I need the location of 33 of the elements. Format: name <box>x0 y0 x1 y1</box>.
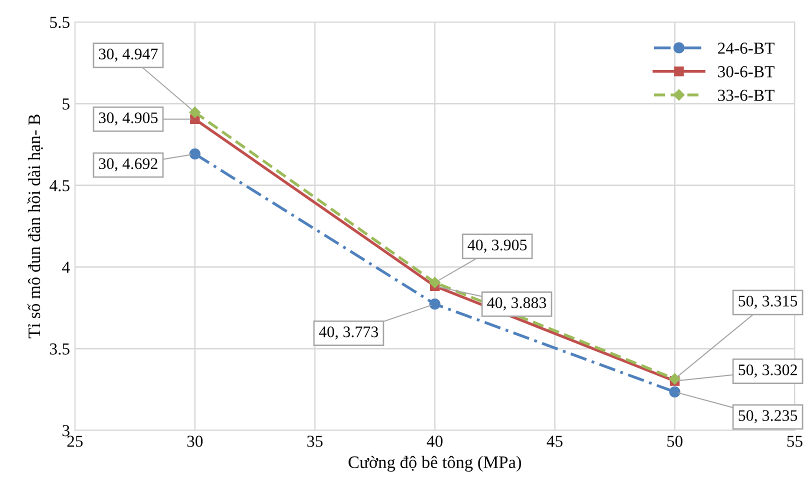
data-label: 30, 4.692 <box>99 158 158 172</box>
legend-label: 24-6-BT <box>718 42 774 54</box>
point <box>189 106 201 118</box>
data-label: 30, 4.905 <box>99 112 158 126</box>
point <box>429 276 440 288</box>
x-tick-label: 25 <box>67 436 83 447</box>
point <box>669 386 680 398</box>
point <box>429 298 440 310</box>
y-tick-label: 3 <box>62 425 70 436</box>
x-tick-label: 55 <box>787 436 802 447</box>
point <box>669 373 680 384</box>
x-tick-label: 35 <box>307 436 323 447</box>
x-tick-label: 30 <box>187 436 203 447</box>
data-label: 40, 3.883 <box>487 297 546 310</box>
legend-label: 33-6-BT <box>718 90 774 101</box>
x-tick-label: 45 <box>546 436 562 447</box>
data-label: 30, 4.947 <box>99 48 158 62</box>
x-tick-label: 40 <box>426 436 443 447</box>
data-label: 50, 3.302 <box>738 364 797 378</box>
data-label: 50, 3.235 <box>738 410 798 424</box>
point <box>189 148 200 160</box>
data-label: 40, 3.773 <box>319 326 378 340</box>
y-tick-label: 4 <box>62 262 70 273</box>
data-label: 50, 3.315 <box>738 296 798 309</box>
y-tick-label: 3.5 <box>50 343 70 355</box>
y-axis-title: Tỉ số mô đun đàn hồi dài hạn- B <box>27 114 43 338</box>
legend-label: 30-6-BT <box>718 66 774 78</box>
x-tick-label: 50 <box>667 436 682 447</box>
y-tick-label: 5 <box>62 98 70 110</box>
y-tick-label: 4.5 <box>50 180 70 192</box>
x-axis-title: Cường độ bê tông (MPa) <box>348 456 522 472</box>
data-label: 40, 3.905 <box>468 240 527 253</box>
y-tick-label: 5.5 <box>50 16 70 28</box>
